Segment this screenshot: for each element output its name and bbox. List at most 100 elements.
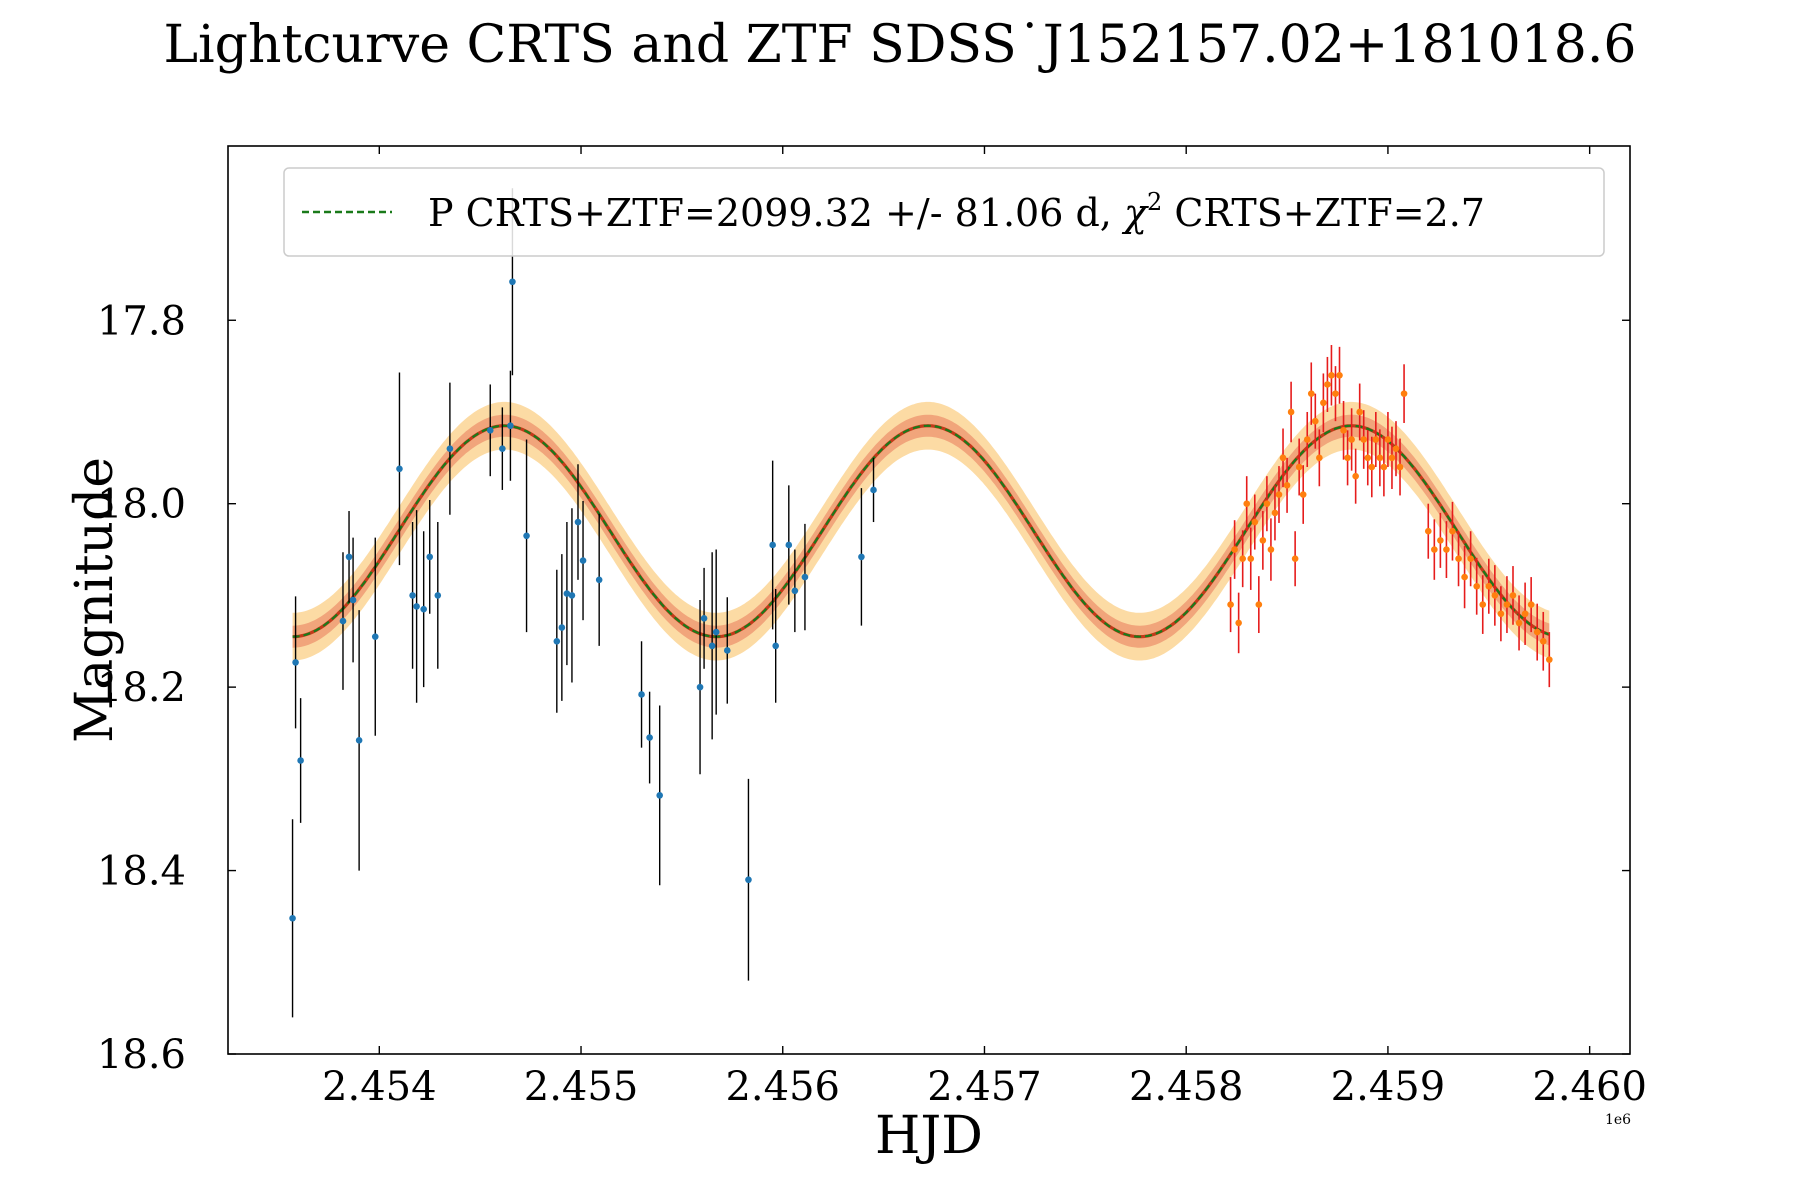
crts-point <box>349 596 357 604</box>
ztf-point <box>1485 582 1493 590</box>
ztf-point <box>1372 436 1380 443</box>
ztf-point <box>1336 371 1343 379</box>
model-curve <box>292 424 1550 639</box>
y-tick-label: 18.6 <box>97 1032 186 1078</box>
crts-point <box>712 628 720 636</box>
ztf-point <box>1503 601 1511 608</box>
ztf-point <box>1533 628 1541 636</box>
crts-point <box>371 633 379 640</box>
crts-point <box>568 592 576 599</box>
crts-point <box>558 624 566 631</box>
x-tick-label: 2.460 <box>1532 1064 1647 1110</box>
crts-point <box>499 445 506 452</box>
crts-point <box>769 541 776 549</box>
ztf-point <box>1424 527 1432 535</box>
ztf-point <box>1449 527 1456 535</box>
crts-point <box>574 518 582 526</box>
crts-point <box>413 603 420 610</box>
legend-label-prefix: P CRTS+ZTF=2099.32 +/- 81.06 d, <box>428 191 1124 235</box>
crts-point <box>486 427 494 434</box>
ztf-point <box>1348 436 1355 443</box>
ztf-point <box>1263 500 1271 507</box>
ztf-point <box>1527 601 1535 608</box>
crts-point <box>509 278 516 286</box>
crts-point <box>434 592 442 599</box>
ztf-point <box>1392 445 1400 452</box>
ztf-point <box>1473 582 1480 590</box>
ztf-point <box>1271 509 1279 517</box>
crts-point <box>409 592 416 599</box>
crts-point <box>870 486 877 494</box>
ztf-point <box>1279 454 1287 462</box>
ztf-point <box>1332 390 1339 397</box>
axis-ticks: 2.454 2.455 2.456 2.457 2.458 2.459 2.460 17.8 1… <box>97 146 1647 1110</box>
chart-title: Lightcurve CRTS and ZTF SDSS˙J152157.02+… <box>164 15 1637 75</box>
ztf-point <box>1437 537 1444 544</box>
ztf-point <box>1461 573 1468 581</box>
crts-point <box>785 541 793 549</box>
crts-point <box>708 642 716 650</box>
crts-point <box>420 605 427 613</box>
ztf-point <box>1388 454 1396 462</box>
ztf-point <box>1235 619 1242 627</box>
ztf-point <box>1227 601 1234 608</box>
ztf-point <box>1360 436 1368 443</box>
crts-point <box>772 642 779 650</box>
ztf-point <box>1243 500 1251 507</box>
crts-point <box>656 792 663 799</box>
ztf-point <box>1303 436 1311 443</box>
ztf-point <box>1247 555 1255 563</box>
crts-point <box>801 573 809 581</box>
ztf-point <box>1431 546 1438 553</box>
ztf-point <box>1396 463 1404 471</box>
ztf-point <box>1307 390 1315 397</box>
x-tick-label: 2.457 <box>927 1064 1042 1110</box>
y-tick-label: 17.8 <box>97 298 186 344</box>
ztf-point <box>1267 546 1275 553</box>
ztf-point <box>1352 472 1359 480</box>
crts-point <box>292 659 299 666</box>
ztf-point <box>1275 491 1283 498</box>
plot-frame <box>227 145 1631 1055</box>
ztf-point <box>1479 601 1487 608</box>
legend-chi-exponent: 2 <box>1147 188 1162 216</box>
crts-point <box>339 617 347 625</box>
ztf-point <box>1239 555 1246 563</box>
ztf-point <box>1255 601 1263 608</box>
ztf-point <box>1497 610 1505 618</box>
crts-point <box>638 691 645 698</box>
ztf-point <box>1364 454 1372 462</box>
crts-point <box>595 576 603 584</box>
ztf-point <box>1231 546 1238 553</box>
ztf-point <box>1368 463 1376 471</box>
ztf-point <box>1491 592 1499 599</box>
ztf-point <box>1320 399 1327 407</box>
ztf-point <box>1515 619 1523 627</box>
crts-point <box>345 553 353 561</box>
crts-point <box>696 683 704 691</box>
x-tick-label: 2.456 <box>725 1064 840 1110</box>
ztf-point <box>1328 371 1335 379</box>
ztf-point <box>1344 454 1351 462</box>
crts-point <box>507 422 514 430</box>
ztf-point <box>1356 408 1363 416</box>
x-tick-label: 2.454 <box>322 1064 437 1110</box>
ztf-point <box>1283 482 1291 489</box>
ztf-point <box>1324 381 1331 388</box>
crts-point <box>553 637 561 645</box>
y-tick-label: 18.0 <box>97 482 186 528</box>
ztf-point <box>1546 656 1553 663</box>
ztf-point <box>1521 610 1529 618</box>
x-tick-label: 2.459 <box>1331 1064 1446 1110</box>
legend-chi-symbol: χ <box>1121 191 1149 235</box>
crts-point <box>426 553 434 561</box>
model-curve-underlay <box>292 424 1550 639</box>
ztf-point <box>1316 454 1323 462</box>
crts-point <box>579 557 587 564</box>
y-axis-label: Magnitude <box>65 457 125 743</box>
crts-point <box>646 734 653 741</box>
ztf-point <box>1467 555 1474 563</box>
crts-point <box>723 647 731 654</box>
ztf-point <box>1259 537 1267 544</box>
